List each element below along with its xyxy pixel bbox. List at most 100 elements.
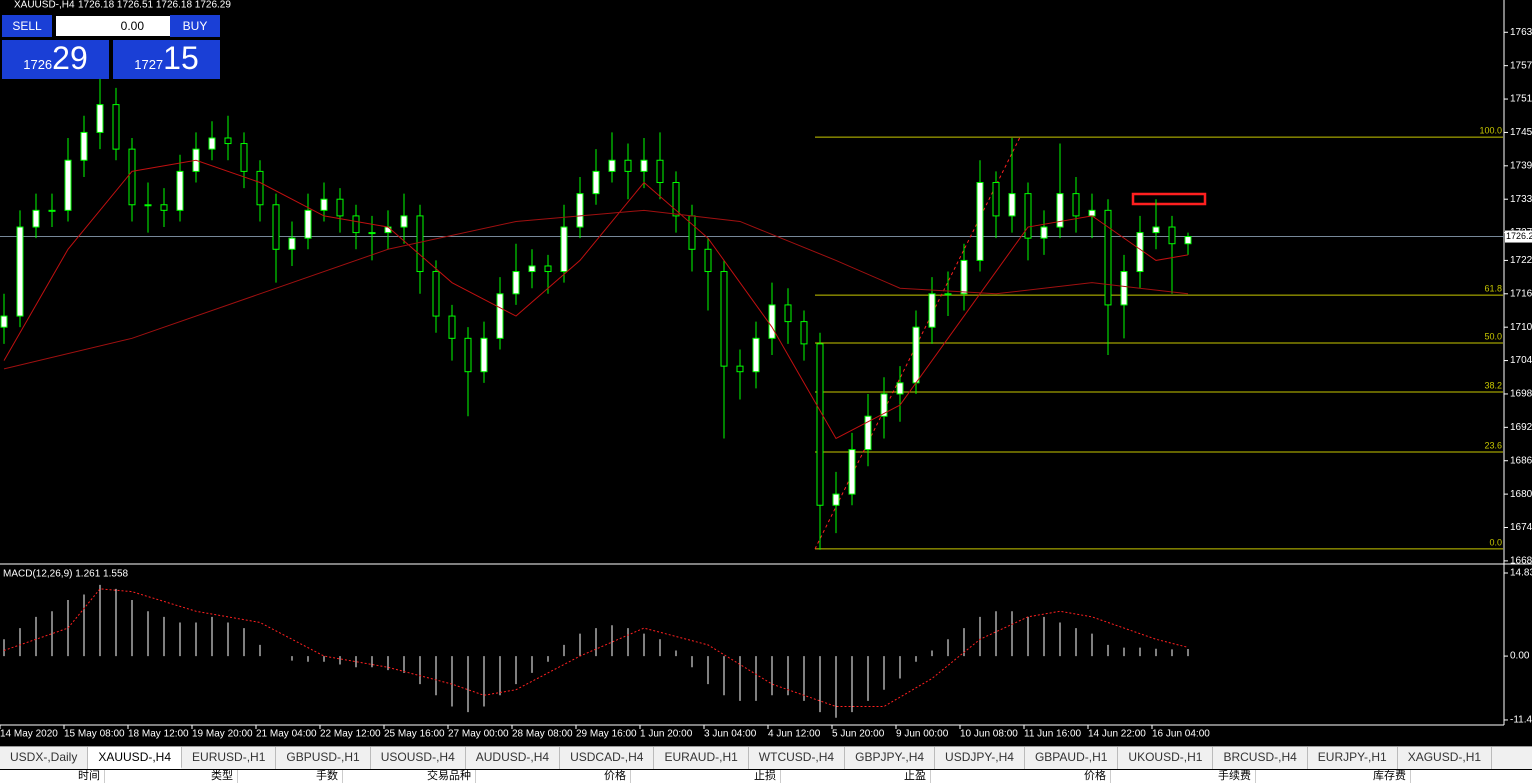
y-tick-label: 0.00	[1510, 651, 1530, 662]
candle-body	[752, 337, 760, 373]
candle-body	[816, 343, 824, 506]
y-tick-label: 1680.0	[1510, 489, 1532, 500]
candle-body	[832, 493, 840, 506]
candle-body	[16, 226, 24, 317]
fibo-label: 0.0	[1489, 537, 1502, 547]
sell-button[interactable]: SELL	[2, 15, 52, 37]
lot-input[interactable]: 0.00	[56, 16, 170, 36]
x-tick-label: 4 Jun 12:00	[768, 729, 821, 740]
fibo-label: 23.6	[1484, 440, 1502, 450]
candle-body	[384, 226, 392, 234]
candle-body	[736, 365, 744, 373]
candle-body	[32, 209, 40, 228]
tab[interactable]: EURJPY-,H1	[1308, 747, 1398, 769]
x-tick-label: 18 May 12:00	[128, 729, 189, 740]
candle-body	[560, 226, 568, 273]
x-tick-label: 5 Jun 20:00	[832, 729, 885, 740]
candle-body	[160, 204, 168, 211]
buy-price[interactable]: 172715	[113, 40, 220, 79]
candle-body	[208, 137, 216, 150]
column-header: 获利	[1411, 770, 1532, 783]
tab[interactable]: XAUUSD-,H4	[88, 747, 183, 769]
tab[interactable]: GBPAUD-,H1	[1025, 747, 1119, 769]
symbol-title: XAUUSD-,H4	[14, 0, 75, 11]
column-header: 时间	[0, 770, 105, 783]
column-header: 价格	[476, 770, 631, 783]
column-header: 手续费	[1111, 770, 1256, 783]
tab[interactable]: XAGUSD-,H1	[1398, 747, 1493, 769]
macd-title: MACD(12,26,9) 1.261 1.558	[3, 569, 129, 580]
candle-body	[240, 143, 248, 172]
chart: XAUUSD-,H4 1726.18 1726.51 1726.18 1726.…	[0, 0, 1532, 740]
tab[interactable]: BRCUSD-,H4	[1213, 747, 1308, 769]
candle-body	[848, 449, 856, 495]
tab[interactable]: EURUSD-,H1	[182, 747, 277, 769]
tab[interactable]: WTCUSD-,H4	[749, 747, 846, 769]
tab[interactable]: USOUSD-,H4	[371, 747, 466, 769]
candle-body	[1072, 193, 1080, 217]
current-price-label: 1726.29	[1506, 231, 1532, 241]
sell-price[interactable]: 172629	[2, 40, 109, 79]
candle-body	[528, 265, 536, 273]
column-header: 交易品种	[343, 770, 476, 783]
fibo-label: 100.0	[1479, 126, 1502, 136]
candle-body	[1184, 236, 1192, 245]
x-tick-label: 27 May 00:00	[448, 729, 509, 740]
y-tick-label: 14.83	[1510, 568, 1532, 579]
y-tick-label: 1733.0	[1510, 194, 1532, 205]
candle-body	[928, 293, 936, 328]
candle-body	[1168, 226, 1176, 245]
candle-body	[880, 393, 888, 417]
candle-body	[96, 104, 104, 133]
tab[interactable]: EURAUD-,H1	[654, 747, 749, 769]
candle-body	[544, 265, 552, 273]
x-tick-label: 15 May 08:00	[64, 729, 125, 740]
column-header: 类型	[105, 770, 238, 783]
buy-price-small: 15	[163, 40, 199, 76]
tab[interactable]: GBPUSD-,H1	[276, 747, 371, 769]
moving-average	[3, 159, 1189, 440]
candle-body	[912, 326, 920, 384]
trade-panel: SELL 0.00 BUY 172629 172715	[2, 15, 220, 79]
x-tick-label: 14 Jun 22:00	[1088, 729, 1146, 740]
candle-body	[400, 215, 408, 228]
candle-body	[592, 170, 600, 195]
candle-body	[800, 321, 808, 345]
fibo-label: 38.2	[1484, 380, 1502, 390]
y-tick-label: 1710.0	[1510, 322, 1532, 333]
sell-price-small: 29	[52, 40, 88, 76]
x-tick-label: 28 May 08:00	[512, 729, 573, 740]
candle-body	[464, 337, 472, 373]
candle-body	[480, 337, 488, 373]
candle-body	[688, 215, 696, 250]
tab[interactable]: UKOUSD-,H1	[1118, 747, 1214, 769]
x-tick-label: 10 Jun 08:00	[960, 729, 1018, 740]
candle-body	[432, 271, 440, 317]
candle-body	[272, 204, 280, 250]
tab[interactable]: GBPJPY-,H4	[845, 747, 936, 769]
candle-body	[64, 159, 72, 211]
tab[interactable]: AUDUSD-,H4	[466, 747, 561, 769]
candle-body	[1120, 271, 1128, 306]
x-tick-label: 16 Jun 04:00	[1152, 729, 1210, 740]
y-tick-label: 1763.0	[1510, 27, 1532, 38]
candle-body	[448, 315, 456, 339]
tab[interactable]: USDX-,Daily	[0, 747, 89, 769]
candle-body	[1136, 232, 1144, 273]
candle-body	[352, 215, 360, 234]
buy-price-big: 1727	[134, 57, 164, 72]
x-tick-label: 11 Jun 16:00	[1024, 729, 1082, 740]
candle-body	[1104, 209, 1112, 306]
x-tick-label: 3 Jun 04:00	[704, 729, 757, 740]
tab[interactable]: USDJPY-,H4	[935, 747, 1025, 769]
y-tick-label: 1668.0	[1510, 556, 1532, 567]
buy-button[interactable]: BUY	[170, 15, 220, 37]
tab[interactable]: USDCAD-,H4	[560, 747, 655, 769]
y-tick-label: 1757.0	[1510, 60, 1532, 71]
column-header: 手数	[238, 770, 343, 783]
candle-body	[176, 170, 184, 211]
candle-body	[640, 159, 648, 172]
y-tick-label: 1722.0	[1510, 255, 1532, 266]
column-header: 止盈	[781, 770, 931, 783]
